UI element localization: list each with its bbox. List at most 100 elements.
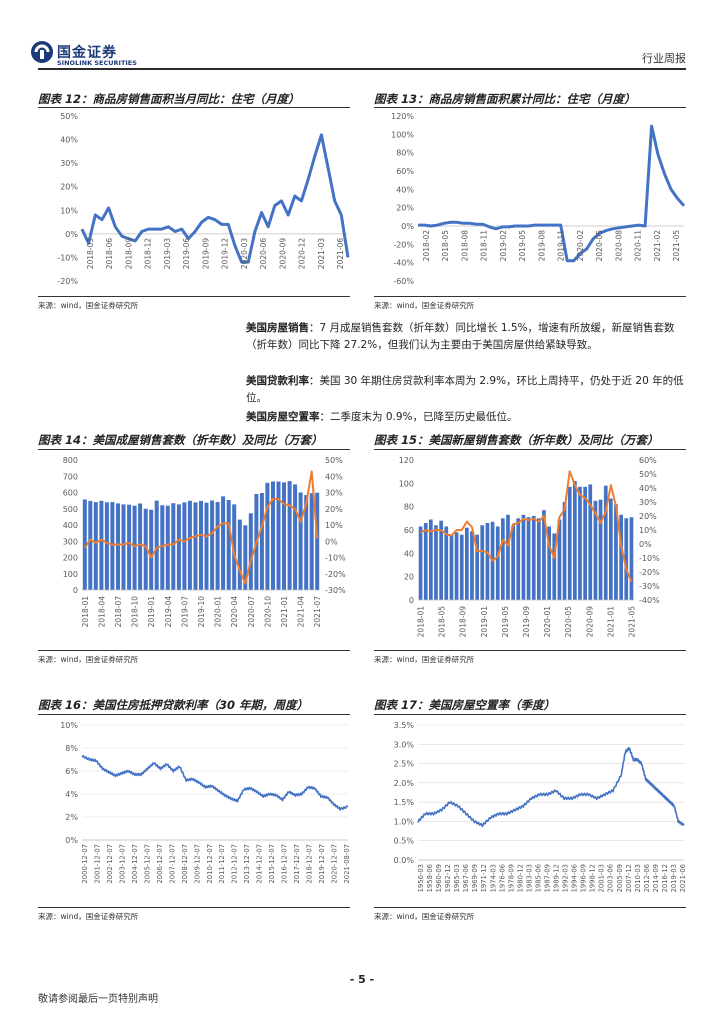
x-tick-label: 2020-06 xyxy=(259,238,268,270)
bar xyxy=(475,534,479,600)
fig14-title: 图表 14：美国成屋销售套数（折年数）及同比（万套） xyxy=(38,433,323,447)
fig17-bottom-rule xyxy=(374,907,686,908)
x-tick-label: 2020-05 xyxy=(564,606,573,638)
bar xyxy=(526,517,531,600)
x-tick-label: 2002-12-07 xyxy=(106,844,114,884)
y-tick-label: 0 xyxy=(409,596,414,605)
y-tick-label: 6% xyxy=(65,767,78,776)
x-tick-label: 2006-12-07 xyxy=(156,844,164,884)
bar xyxy=(521,514,526,600)
y-tick-label: 0% xyxy=(65,836,78,845)
x-tick-label: 1978-09 xyxy=(507,864,515,892)
x-tick-label: 2008-12-07 xyxy=(181,844,189,884)
bar xyxy=(110,502,115,590)
x-tick-label: 1965-03 xyxy=(453,864,461,892)
bar xyxy=(583,486,587,600)
y-tick-label: -20% xyxy=(57,277,78,286)
fig17-rule xyxy=(374,714,686,715)
bar xyxy=(501,518,505,600)
logo-text-en: SINOLINK SECURITIES xyxy=(57,59,137,67)
bar xyxy=(593,500,598,600)
x-tick-label: 2019-03 xyxy=(670,864,678,892)
bar xyxy=(423,523,428,600)
bar xyxy=(104,502,109,591)
fig12-bottom-rule xyxy=(38,296,350,297)
bar xyxy=(609,498,613,600)
y-tick-label: 2.5% xyxy=(394,760,415,769)
bar xyxy=(304,495,309,590)
chart-fig17: 0.0%0.5%1.0%1.5%2.0%2.5%3.0%3.5%1956-03 1… xyxy=(394,721,687,892)
y-tick-label: 400 xyxy=(63,521,78,530)
x-tick-label: 1956-03 xyxy=(417,864,425,892)
footer-disclaimer: 敬请参阅最后一页特别声明 xyxy=(38,994,158,1005)
x-tick-label: 2016-12 xyxy=(661,864,669,892)
bar xyxy=(470,531,474,600)
y-tick-label: 0.5% xyxy=(394,837,415,846)
x-tick-label: 1992-03 xyxy=(562,864,570,892)
y-tick-label: 200 xyxy=(63,554,78,563)
chart-fig14: 0 100 200 300 400 500 600 700 800 -30% -20% -10% 0% 1… xyxy=(63,456,346,628)
x-tick-label: 2005-12-07 xyxy=(143,844,151,884)
bar xyxy=(143,508,148,591)
x-tick-label: 2014-09 xyxy=(652,864,660,892)
x-tick-label: 1994-06 xyxy=(571,864,579,892)
y2-tick-label: 0% xyxy=(639,540,652,549)
bar xyxy=(187,500,192,590)
para-label: 美国房屋空置率 xyxy=(246,411,320,423)
x-tick-label: 2019-01 xyxy=(147,596,156,628)
y-tick-label: -40% xyxy=(393,259,414,268)
bar xyxy=(93,502,98,590)
y-tick-label: -10% xyxy=(57,253,78,262)
bar xyxy=(88,500,93,590)
bar xyxy=(557,519,562,600)
y-tick-label: 20 xyxy=(404,573,414,582)
x-tick-label: 2012-12-07 xyxy=(231,844,239,884)
logo-text-cn: 国金证券 xyxy=(57,45,117,61)
y2-tick-label: -20% xyxy=(639,568,660,577)
x-tick-label: 2020-07 xyxy=(247,596,256,628)
bar xyxy=(165,505,170,590)
bar xyxy=(232,504,237,590)
bar xyxy=(485,523,490,600)
x-tick-label: 2021-03 xyxy=(317,238,326,270)
fig15-rule xyxy=(374,449,686,450)
y-tick-label: 40% xyxy=(396,185,414,194)
x-tick-label: 2018-02 xyxy=(422,230,431,262)
y2-tick-label: 0% xyxy=(325,537,338,546)
x-tick-label: 1967-06 xyxy=(462,864,470,892)
x-tick-label: 2020-11 xyxy=(634,230,643,262)
y-tick-label: 4% xyxy=(65,790,78,799)
y-tick-label: 80% xyxy=(396,149,414,158)
y-tick-label: 40 xyxy=(404,549,414,558)
x-tick-label: 2018-06 xyxy=(105,238,114,270)
x-tick-label: 2021-04 xyxy=(297,596,306,628)
para-text: ：二季度末为 0.9%，已降至历史最低位。 xyxy=(319,411,518,423)
x-tick-label: 2021-06 xyxy=(336,238,345,270)
x-tick-label: 2001-12-07 xyxy=(93,844,101,884)
x-tick-label: 2018-09 xyxy=(459,606,468,638)
bar xyxy=(315,492,320,590)
x-tick-label: 2010-12-07 xyxy=(206,844,214,884)
y-tick-label: 2.0% xyxy=(394,779,415,788)
x-tick-label: 2015-12-07 xyxy=(268,844,276,884)
y-tick-label: 60% xyxy=(396,167,414,176)
bar xyxy=(511,525,515,600)
bar xyxy=(193,502,198,590)
bar xyxy=(531,516,536,600)
bar xyxy=(418,526,423,600)
x-tick-label: 2011-12-07 xyxy=(218,844,226,884)
x-tick-label: 2007-12-07 xyxy=(168,844,176,884)
y-tick-label: 300 xyxy=(63,537,78,546)
para-label: 美国房屋销售 xyxy=(246,322,309,334)
bar xyxy=(449,534,454,600)
x-tick-label: 2019-04 xyxy=(164,596,173,628)
y-tick-label: 8% xyxy=(65,744,78,753)
y-tick-label: 500 xyxy=(63,505,78,514)
bar xyxy=(82,499,87,590)
sinolink-logo-icon xyxy=(31,41,53,63)
y2-tick-label: 10% xyxy=(639,526,657,535)
bar xyxy=(459,534,464,600)
y2-tick-label: -10% xyxy=(325,554,346,563)
x-tick-label: 2019-06 xyxy=(182,238,191,270)
fig14-rule xyxy=(38,449,350,450)
